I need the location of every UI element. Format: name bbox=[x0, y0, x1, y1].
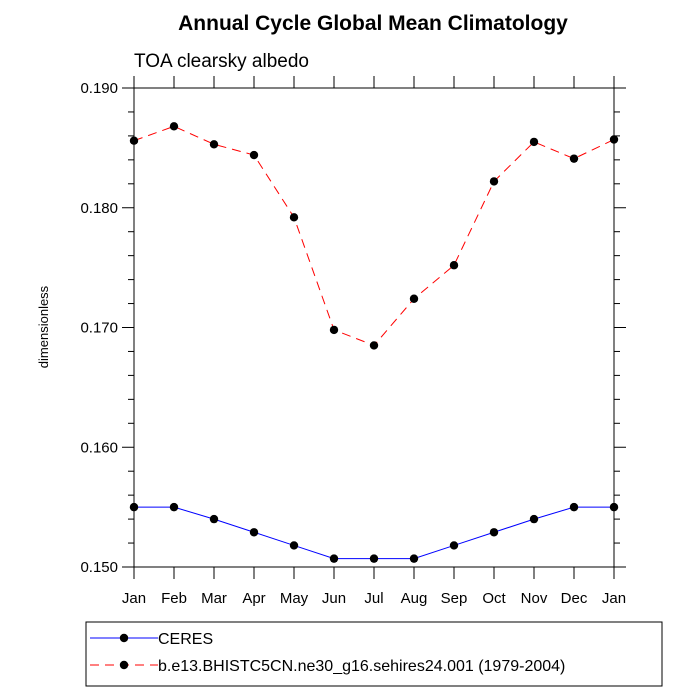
x-tick-label: Nov bbox=[521, 590, 548, 607]
x-tick-label: Jul bbox=[364, 590, 383, 607]
chart-title: Annual Cycle Global Mean Climatology bbox=[178, 12, 568, 35]
x-tick-label: Mar bbox=[201, 590, 227, 607]
series-line-1 bbox=[134, 506, 614, 560]
data-point-series-1 bbox=[489, 528, 499, 537]
y-tick-label: 0.180 bbox=[80, 200, 118, 217]
data-point-series-1 bbox=[609, 502, 619, 512]
data-point-series-2 bbox=[289, 213, 299, 222]
x-tick-label: Jun bbox=[322, 590, 346, 607]
legend-label-2: b.e13.BHISTC5CN.ne30_g16.sehires24.001 (… bbox=[158, 658, 565, 675]
data-point-series-1 bbox=[529, 514, 539, 524]
y-tick-label: 0.190 bbox=[80, 80, 118, 97]
chart-subtitle: TOA clearsky albedo bbox=[134, 51, 309, 72]
x-tick-label: Jan bbox=[122, 590, 146, 607]
x-tick-label: Oct bbox=[482, 590, 506, 607]
data-point-series-2 bbox=[449, 261, 459, 270]
legend-box bbox=[85, 621, 663, 687]
data-point-series-2 bbox=[569, 154, 579, 163]
x-tick-label: May bbox=[280, 590, 309, 607]
x-tick-label: Jan bbox=[602, 590, 626, 607]
series-line-2 bbox=[133, 125, 615, 347]
data-point-series-1 bbox=[249, 528, 259, 537]
data-point-series-2 bbox=[369, 341, 379, 350]
y-tick-label: 0.170 bbox=[80, 320, 118, 337]
data-point-series-1 bbox=[409, 554, 419, 563]
legend-label-1: CERES bbox=[158, 631, 213, 648]
data-point-series-2 bbox=[489, 177, 499, 186]
legend-marker-1 bbox=[119, 633, 129, 643]
y-tick-label: 0.150 bbox=[80, 559, 118, 576]
data-point-series-2 bbox=[129, 136, 139, 145]
data-point-series-1 bbox=[369, 554, 379, 563]
plot-frame bbox=[133, 87, 615, 568]
data-point-series-2 bbox=[409, 294, 419, 303]
data-point-series-2 bbox=[329, 325, 339, 335]
y-axis-label: dimensionless bbox=[36, 285, 51, 368]
data-point-series-1 bbox=[169, 502, 179, 512]
data-point-series-2 bbox=[249, 150, 259, 160]
data-point-series-2 bbox=[169, 122, 179, 131]
data-point-series-2 bbox=[529, 137, 539, 147]
legend-marker-2 bbox=[119, 660, 129, 670]
x-tick-label: Feb bbox=[161, 590, 187, 607]
x-tick-label: Dec bbox=[561, 590, 588, 607]
data-point-series-1 bbox=[569, 502, 579, 512]
data-point-series-1 bbox=[129, 502, 139, 512]
data-point-series-1 bbox=[209, 514, 219, 524]
legend: CERES b.e13.BHISTC5CN.ne30_g16.sehires24.… bbox=[90, 631, 565, 675]
data-point-series-1 bbox=[329, 554, 339, 563]
series-layer bbox=[129, 122, 619, 563]
data-point-series-2 bbox=[609, 135, 619, 144]
x-tick-label: Apr bbox=[242, 590, 265, 607]
data-point-series-1 bbox=[289, 541, 299, 550]
data-point-series-2 bbox=[209, 140, 219, 149]
data-point-series-1 bbox=[449, 541, 459, 550]
x-tick-label: Aug bbox=[401, 590, 428, 607]
y-tick-label: 0.160 bbox=[80, 439, 118, 456]
x-tick-label: Sep bbox=[441, 590, 468, 607]
axes: 0.150 0.160 0.170 0.180 0.190 Jan Feb Mar Apr May… bbox=[80, 76, 626, 607]
